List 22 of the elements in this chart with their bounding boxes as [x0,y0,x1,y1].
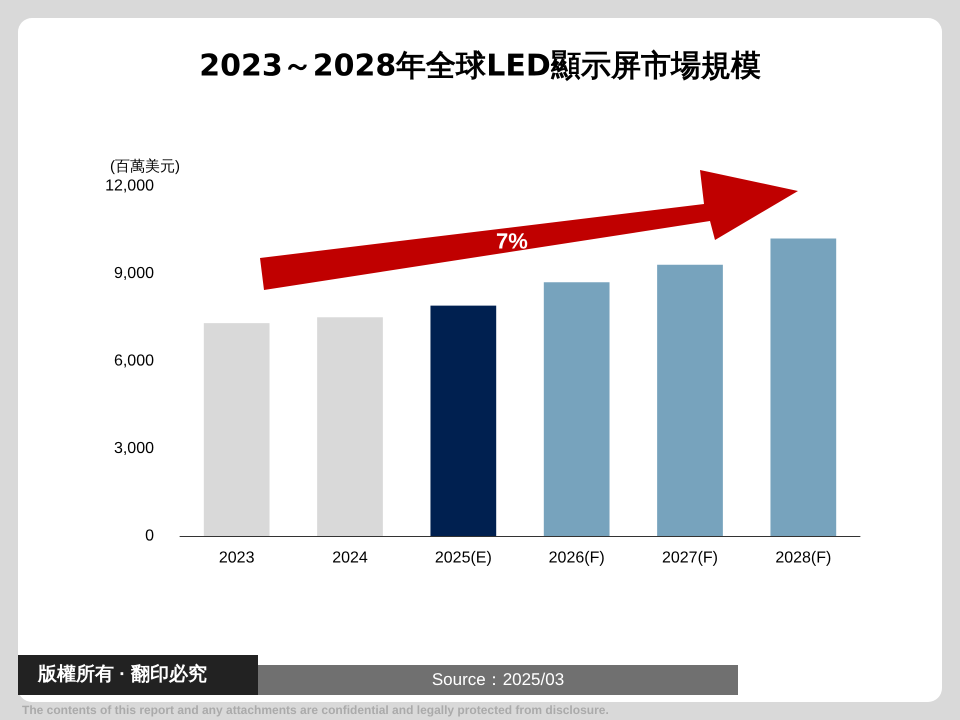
bar [770,238,836,536]
text: 版權所有 · 翻印必究 [18,655,258,695]
y-tick-label: 3,000 [114,440,154,457]
bar [317,317,383,536]
y-axis-title: (百萬美元) [110,158,180,175]
x-tick-label: 2027(F) [662,550,718,566]
bar [657,264,723,536]
bar [204,323,270,536]
y-tick-label: 0 [145,528,154,544]
bar [544,282,610,536]
chart-title: 2023～2028年全球LED顯示屏市場規模 [199,48,761,84]
x-tick-label: 2026(F) [548,550,605,566]
source-note: Source：2025/03 [258,665,738,695]
x-tick-label: 2023 [218,550,255,566]
x-tick-label: 2025(E) [434,550,492,566]
x-tick-label: 2028(F) [775,550,832,566]
y-tick-label: 12,000 [105,178,154,194]
x-tick-label: 2024 [332,550,368,566]
annotation: 7% [496,228,528,254]
y-tick-label: 6,000 [114,352,154,370]
bar [430,306,496,536]
y-tick-label: 9,000 [114,265,154,282]
